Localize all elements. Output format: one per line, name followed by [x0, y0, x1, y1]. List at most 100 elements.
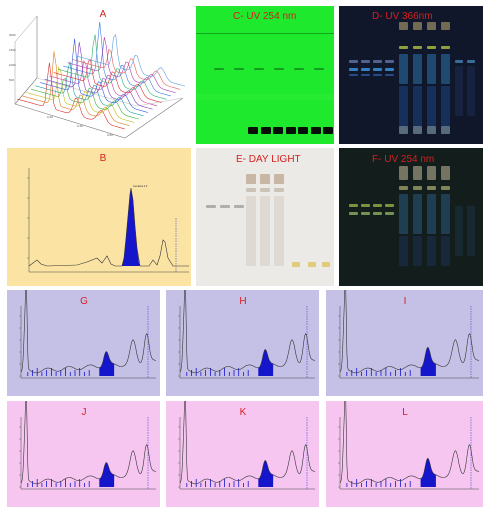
svg-text:0.40: 0.40 — [77, 124, 83, 128]
panel-d-band — [413, 54, 422, 84]
panel-c-spot — [298, 127, 308, 134]
panel-f-band — [427, 166, 436, 180]
panel-d-tlc-plate: D- UV 366nm — [339, 6, 483, 144]
panel-c-faint-band — [314, 68, 324, 70]
panel-f-tlc-plate: F- UV 254 nm — [339, 148, 483, 286]
panel-f-band — [349, 204, 358, 207]
panel-f-band — [441, 186, 450, 190]
panel-k-label: K — [239, 407, 247, 418]
panel-c-spot — [323, 127, 333, 134]
panel-f-band — [399, 166, 408, 180]
panel-d-band — [399, 46, 408, 49]
marker-peak — [99, 462, 115, 487]
panel-d-band — [349, 60, 358, 63]
panel-g-densitogram: G — [7, 290, 160, 396]
marker-peak — [420, 347, 436, 376]
panel-k-chart — [178, 401, 316, 490]
panel-d-band — [399, 54, 408, 84]
panel-d-band — [361, 60, 370, 63]
svg-text:Gentiana 2.0: Gentiana 2.0 — [133, 185, 148, 188]
densitogram-trace — [179, 290, 316, 374]
trace-4 — [30, 77, 139, 120]
panel-e-band — [260, 196, 270, 266]
panel-i-chart — [338, 290, 480, 379]
panel-e-band — [260, 188, 270, 192]
panel-h-chart — [178, 290, 316, 379]
panel-f-band — [361, 204, 370, 207]
panel-d-band — [427, 54, 436, 84]
panel-f-band — [349, 212, 358, 215]
panel-e-band — [292, 262, 300, 267]
svg-text:1000: 1000 — [9, 63, 16, 67]
trace-8 — [49, 60, 158, 107]
panel-a-3d-chromatogram: 2000 1500 1000 500 0.20 0.40 0.60 — [9, 15, 185, 139]
panel-l-label: L — [402, 407, 408, 418]
panel-c-faint-band — [214, 68, 224, 70]
panel-l-densitogram: L — [326, 401, 483, 507]
panel-e-band — [274, 174, 284, 184]
panel-d-band — [427, 86, 436, 126]
panel-e-band — [246, 174, 256, 184]
panel-d-band — [399, 22, 408, 30]
panel-c-spot — [260, 127, 271, 134]
panel-b-peak — [122, 188, 140, 266]
panel-i-label: I — [403, 296, 407, 307]
panel-d-band — [373, 68, 382, 71]
trace-5 — [35, 61, 144, 117]
panel-f-label: F- UV 254 nm — [372, 154, 435, 165]
panel-c-label: C- UV 254 nm — [233, 11, 297, 22]
panel-d-band — [349, 68, 358, 71]
panel-e-label: E- DAY LIGHT — [236, 154, 301, 165]
panel-c-faint-band — [294, 68, 304, 70]
panel-c-spot — [285, 127, 296, 134]
panel-e-band — [308, 262, 316, 267]
panel-d-band — [373, 60, 382, 63]
trace-11 — [62, 21, 172, 97]
trace-6 — [39, 38, 149, 113]
panel-c-spot — [273, 127, 283, 134]
panel-h-densitogram: H — [166, 290, 319, 396]
panel-d-band — [455, 60, 463, 63]
panel-d-band — [385, 68, 394, 71]
panel-f-band — [413, 166, 422, 180]
panel-f-band — [427, 236, 436, 266]
trace-2 — [21, 51, 130, 126]
panel-f-band — [413, 186, 422, 190]
densitogram-trace — [339, 290, 480, 374]
panel-f-band — [399, 194, 408, 234]
svg-text:0.60: 0.60 — [107, 133, 113, 137]
panel-a-label: A — [99, 9, 107, 20]
panel-d-band — [349, 74, 358, 76]
trace-14 — [76, 33, 185, 87]
panel-j-densitogram: J — [7, 401, 160, 507]
panel-d-band — [413, 22, 422, 30]
panel-e-band — [246, 188, 256, 192]
panel-d-band — [467, 66, 475, 116]
panel-f-band — [427, 194, 436, 234]
panel-c-faint-band — [254, 68, 264, 70]
panel-d-band — [441, 126, 450, 134]
panel-e-band — [274, 196, 284, 266]
panel-f-band — [413, 194, 422, 234]
marker-peak — [258, 460, 274, 487]
panel-c-spot — [248, 127, 258, 134]
trace-9 — [53, 59, 162, 103]
panel-c-faint-band — [274, 68, 284, 70]
panel-d-band — [455, 66, 463, 116]
panel-d-band — [441, 46, 450, 49]
panel-e-band — [234, 205, 244, 208]
panel-e-band — [206, 205, 216, 208]
densitogram-trace — [20, 290, 157, 374]
panel-f-band — [373, 204, 382, 207]
densitogram-trace — [20, 401, 157, 485]
panel-j-chart — [19, 401, 157, 490]
panel-f-band — [427, 186, 436, 190]
panel-d-band — [361, 68, 370, 71]
panel-d-band — [413, 86, 422, 126]
svg-text:0.20: 0.20 — [47, 115, 53, 119]
panel-f-band — [385, 204, 394, 207]
panel-c-tlc-plate: C- UV 254 nm — [196, 6, 334, 144]
panel-d-band — [399, 126, 408, 134]
panel-e-band — [274, 188, 284, 192]
panel-d-band — [373, 74, 382, 76]
